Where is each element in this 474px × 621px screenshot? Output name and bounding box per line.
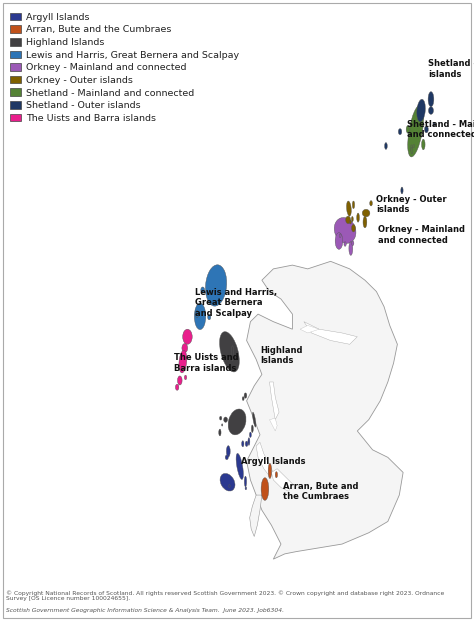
Ellipse shape bbox=[182, 329, 192, 344]
Ellipse shape bbox=[179, 350, 187, 373]
Text: Orkney - Mainland
and connected: Orkney - Mainland and connected bbox=[378, 225, 465, 245]
Ellipse shape bbox=[352, 241, 354, 245]
Ellipse shape bbox=[228, 409, 246, 435]
Text: © Copyright National Records of Scotland. All rights reserved Scottish Governmen: © Copyright National Records of Scotland… bbox=[6, 590, 444, 602]
Text: Scottish Government Geographic Information Science & Analysis Team.  June 2023. : Scottish Government Geographic Informati… bbox=[6, 608, 284, 613]
Text: The Uists and
Barra islands: The Uists and Barra islands bbox=[174, 353, 239, 373]
Text: Highland
Islands: Highland Islands bbox=[260, 346, 302, 365]
Ellipse shape bbox=[268, 463, 272, 478]
Polygon shape bbox=[256, 442, 273, 476]
Ellipse shape bbox=[408, 105, 424, 157]
Ellipse shape bbox=[244, 393, 247, 398]
Ellipse shape bbox=[251, 425, 253, 432]
Ellipse shape bbox=[194, 303, 206, 330]
Ellipse shape bbox=[417, 99, 425, 122]
Text: Orkney - Outer
islands: Orkney - Outer islands bbox=[376, 195, 447, 214]
Ellipse shape bbox=[245, 441, 248, 446]
Ellipse shape bbox=[261, 478, 269, 501]
Ellipse shape bbox=[208, 314, 211, 320]
Ellipse shape bbox=[245, 487, 246, 490]
Ellipse shape bbox=[339, 234, 341, 238]
Ellipse shape bbox=[421, 139, 425, 150]
Ellipse shape bbox=[398, 129, 402, 135]
Text: Lewis and Harris,
Great Bernera
and Scalpay: Lewis and Harris, Great Bernera and Scal… bbox=[195, 288, 277, 318]
Ellipse shape bbox=[349, 220, 351, 224]
Ellipse shape bbox=[228, 484, 230, 487]
Ellipse shape bbox=[275, 472, 278, 478]
Ellipse shape bbox=[410, 145, 412, 152]
Ellipse shape bbox=[352, 201, 355, 209]
Ellipse shape bbox=[352, 224, 356, 232]
Ellipse shape bbox=[224, 417, 228, 422]
Ellipse shape bbox=[231, 346, 234, 361]
Text: Shetland - Outer
islands: Shetland - Outer islands bbox=[428, 60, 474, 79]
Polygon shape bbox=[270, 382, 279, 420]
Ellipse shape bbox=[242, 397, 244, 401]
Ellipse shape bbox=[244, 476, 246, 487]
Ellipse shape bbox=[253, 412, 256, 427]
Text: Argyll Islands: Argyll Islands bbox=[241, 456, 305, 466]
Text: Shetland - Mainland
and connected: Shetland - Mainland and connected bbox=[407, 120, 474, 139]
Polygon shape bbox=[272, 469, 292, 491]
Ellipse shape bbox=[248, 438, 250, 445]
Ellipse shape bbox=[346, 201, 351, 216]
Polygon shape bbox=[300, 325, 319, 333]
Ellipse shape bbox=[413, 145, 415, 148]
Ellipse shape bbox=[346, 216, 351, 224]
Polygon shape bbox=[304, 322, 357, 344]
Ellipse shape bbox=[401, 187, 403, 194]
Ellipse shape bbox=[184, 375, 187, 379]
Ellipse shape bbox=[344, 242, 346, 247]
Ellipse shape bbox=[242, 441, 244, 447]
Ellipse shape bbox=[406, 125, 410, 133]
Ellipse shape bbox=[219, 332, 239, 372]
Ellipse shape bbox=[219, 416, 222, 420]
Ellipse shape bbox=[195, 310, 199, 318]
Legend: Argyll Islands, Arran, Bute and the Cumbraes, Highland Islands, Lewis and Harris: Argyll Islands, Arran, Bute and the Cumb… bbox=[10, 12, 239, 123]
Ellipse shape bbox=[351, 217, 353, 222]
Ellipse shape bbox=[225, 455, 228, 460]
Ellipse shape bbox=[236, 453, 243, 479]
Ellipse shape bbox=[362, 209, 370, 217]
Ellipse shape bbox=[334, 217, 356, 243]
Ellipse shape bbox=[220, 473, 235, 491]
Ellipse shape bbox=[249, 432, 251, 437]
Ellipse shape bbox=[425, 126, 428, 133]
Ellipse shape bbox=[335, 233, 343, 249]
Text: Arran, Bute and
the Cumbraes: Arran, Bute and the Cumbraes bbox=[283, 482, 358, 501]
Ellipse shape bbox=[227, 446, 230, 457]
Ellipse shape bbox=[363, 217, 367, 228]
Ellipse shape bbox=[222, 424, 223, 426]
Ellipse shape bbox=[178, 376, 182, 385]
Polygon shape bbox=[270, 418, 277, 431]
Ellipse shape bbox=[370, 201, 373, 206]
Ellipse shape bbox=[349, 242, 353, 255]
Polygon shape bbox=[250, 495, 262, 537]
Ellipse shape bbox=[219, 429, 221, 436]
Ellipse shape bbox=[428, 92, 434, 107]
Ellipse shape bbox=[182, 343, 188, 353]
FancyBboxPatch shape bbox=[3, 3, 471, 618]
Ellipse shape bbox=[201, 287, 205, 293]
Ellipse shape bbox=[175, 384, 179, 390]
Ellipse shape bbox=[357, 213, 359, 222]
Ellipse shape bbox=[428, 107, 433, 114]
Ellipse shape bbox=[205, 265, 227, 306]
Ellipse shape bbox=[411, 147, 413, 154]
Ellipse shape bbox=[384, 143, 387, 150]
Ellipse shape bbox=[433, 122, 435, 126]
Polygon shape bbox=[246, 261, 403, 559]
